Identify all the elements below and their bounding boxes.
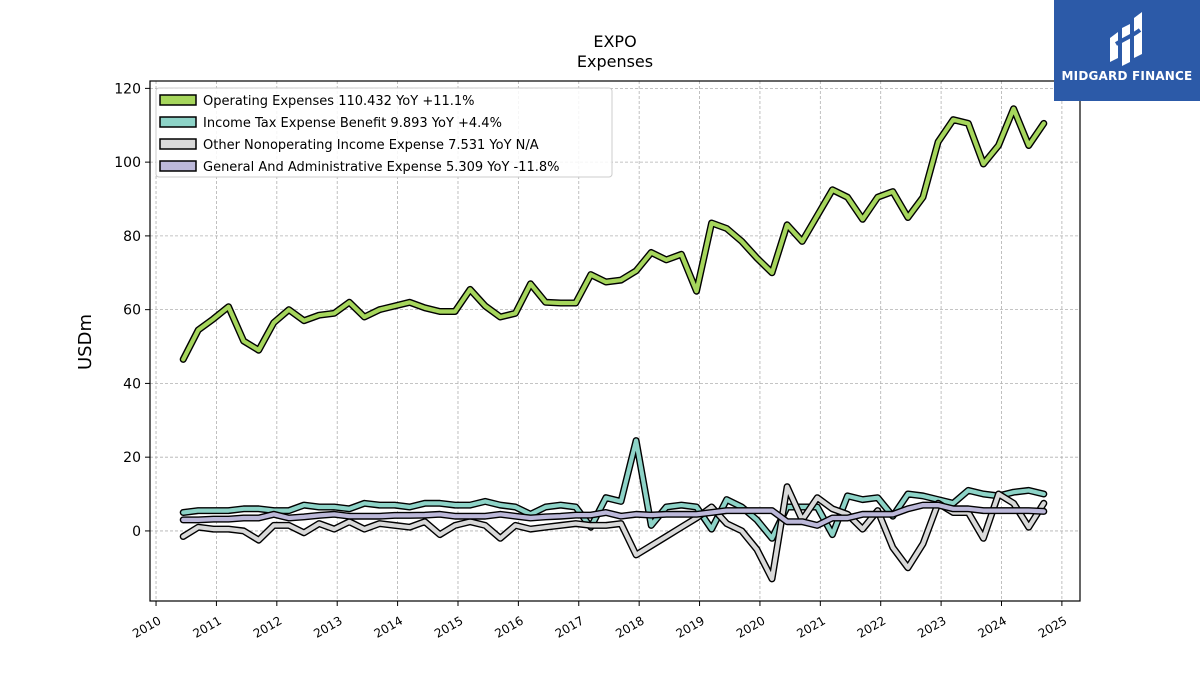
y-tick-label: 0 xyxy=(132,524,141,540)
x-tick-label: 2010 xyxy=(130,613,163,640)
legend-swatch xyxy=(159,116,197,128)
legend-label: Other Nonoperating Income Expense 7.531 … xyxy=(203,138,539,153)
x-tick-label: 2021 xyxy=(794,613,827,640)
midgard-logo-icon xyxy=(1110,12,1142,66)
chart-subtitle: Expenses xyxy=(577,52,653,71)
legend-label: Operating Expenses 110.432 YoY +11.1% xyxy=(203,94,475,109)
x-tick-label: 2014 xyxy=(372,613,405,640)
y-tick-label: 80 xyxy=(123,229,141,245)
series-line-2 xyxy=(181,484,1046,582)
y-axis-ticks: 0 20 40 60 80 100 120 xyxy=(114,81,150,540)
x-tick-label: 2018 xyxy=(613,613,646,640)
x-tick-label: 2011 xyxy=(190,613,223,640)
series-line-3 xyxy=(181,503,1046,528)
series-line-1 xyxy=(181,438,1046,541)
series-lines xyxy=(179,105,1048,583)
x-tick-label: 2024 xyxy=(976,613,1009,640)
x-tick-label: 2023 xyxy=(915,613,948,640)
chart-title: EXPO xyxy=(593,32,636,51)
brand-name: MIDGARD FINANCE xyxy=(1061,69,1193,83)
x-tick-label: 2017 xyxy=(553,613,586,640)
plot-frame xyxy=(149,80,1081,602)
x-tick-label: 2015 xyxy=(432,613,465,640)
gridlines xyxy=(150,81,1080,601)
y-tick-label: 40 xyxy=(123,376,141,392)
y-tick-label: 120 xyxy=(114,81,141,97)
legend-box xyxy=(155,87,613,178)
x-axis-ticks: 2010 2011 2012 2013 2014 2015 2016 2017 2018 2019… xyxy=(130,601,1069,641)
legend-label: Income Tax Expense Benefit 9.893 YoY +4.… xyxy=(203,116,502,131)
brand-logo: MIDGARD FINANCE xyxy=(1054,0,1200,101)
legend-swatch xyxy=(159,160,197,172)
x-tick-label: 2013 xyxy=(311,613,344,640)
y-tick-label: 60 xyxy=(123,303,141,319)
y-tick-label: 20 xyxy=(123,450,141,466)
y-axis-label: USDm xyxy=(75,314,96,370)
legend: Operating Expenses 110.432 YoY +11.1% Inc… xyxy=(155,87,613,178)
x-tick-label: 2016 xyxy=(492,613,525,640)
x-tick-label: 2022 xyxy=(855,613,888,640)
x-tick-label: 2012 xyxy=(251,613,284,640)
x-tick-label: 2020 xyxy=(734,613,767,640)
x-tick-label: 2025 xyxy=(1036,613,1069,640)
x-tick-label: 2019 xyxy=(674,613,707,640)
legend-swatch xyxy=(159,94,197,106)
legend-swatch xyxy=(159,138,197,150)
series-line-0 xyxy=(181,106,1046,362)
y-tick-label: 100 xyxy=(114,155,141,171)
legend-label: General And Administrative Expense 5.309… xyxy=(203,160,560,175)
